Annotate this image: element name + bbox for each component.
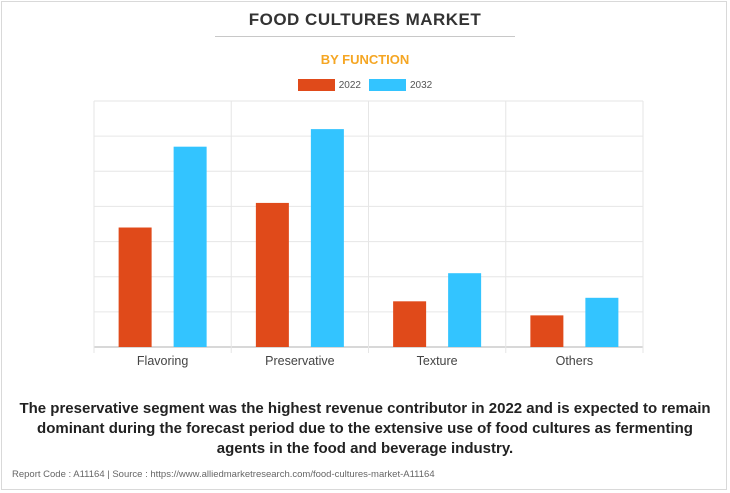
bar-2022-preservative <box>255 202 289 347</box>
x-tick-label: Preservative <box>265 354 335 368</box>
report-footer: Report Code : A11164 | Source : https://… <box>12 469 435 480</box>
legend: 2022 2032 <box>0 79 730 91</box>
legend-label-2032: 2032 <box>410 79 433 91</box>
legend-swatch-2032 <box>369 79 406 91</box>
legend-item-2032: 2032 <box>369 79 432 91</box>
chart-subtitle: BY FUNCTION <box>320 52 410 67</box>
title-divider <box>215 36 515 37</box>
bar-2032-preservative <box>310 129 344 347</box>
x-tick-label: Texture <box>417 354 458 368</box>
bar-2032-others <box>585 297 619 347</box>
bar-2022-others <box>530 315 564 347</box>
bar-chart: Flavoring Preservative Texture Others <box>93 100 644 368</box>
bar-2022-flavoring <box>118 227 152 347</box>
legend-item-2022: 2022 <box>297 79 361 91</box>
legend-swatch-2022 <box>297 79 335 91</box>
chart-caption: The preservative segment was the highest… <box>19 400 711 457</box>
bar-2032-texture <box>448 273 482 347</box>
chart-title: FOOD CULTURES MARKET <box>248 10 482 29</box>
x-tick-label: Others <box>556 354 594 368</box>
legend-label-2022: 2022 <box>338 79 361 91</box>
bar-2032-flavoring <box>173 146 207 347</box>
x-tick-label: Flavoring <box>137 354 188 368</box>
bar-2022-texture <box>393 301 427 347</box>
